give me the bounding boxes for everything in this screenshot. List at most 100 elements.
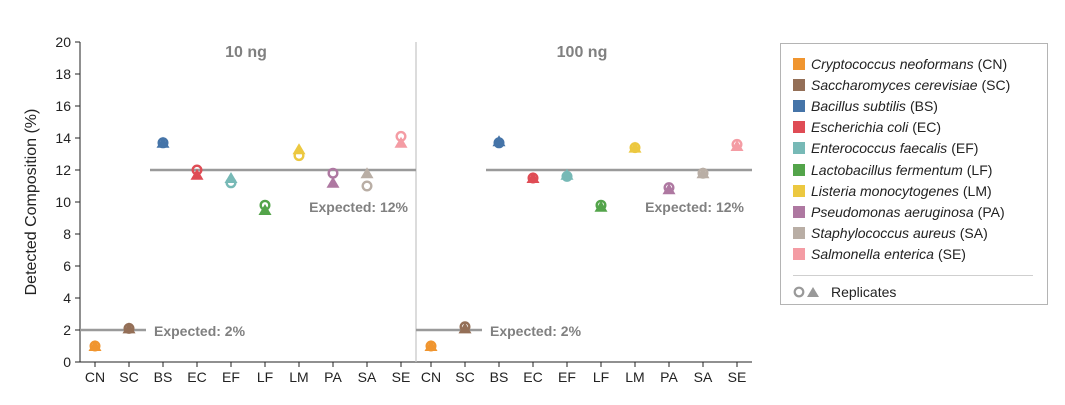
marker-circle (157, 137, 169, 149)
legend-swatch (793, 58, 805, 70)
legend-species-name: Pseudomonas aeruginosa (811, 203, 974, 220)
expected-label: Expected: 2% (154, 323, 246, 339)
legend-species-name: Escherichia coli (811, 119, 909, 136)
x-tick-label: SA (694, 369, 713, 385)
legend-abbreviation: (LM) (962, 182, 992, 199)
legend-swatch (793, 247, 805, 260)
legend-item: Staphylococcus aureus (SA) (793, 223, 988, 243)
legend-abbreviation: (CN) (977, 56, 1008, 72)
expected-label: Expected: 12% (645, 199, 744, 215)
legend-abbreviation: (SA) (959, 224, 988, 241)
legend-swatch (793, 100, 805, 113)
marker-circle (595, 199, 607, 211)
marker-triangle (394, 136, 408, 148)
x-tick-label: CN (421, 369, 441, 385)
x-tick-label: BS (490, 369, 509, 385)
legend-species-name: Cryptococcus neoformans (811, 56, 974, 72)
legend-item: Escherichia coli (EC) (793, 117, 941, 137)
marker-triangle (360, 167, 374, 179)
x-tick-label: CN (85, 369, 105, 385)
marker-circle (663, 182, 675, 194)
y-tick-label: 16 (55, 98, 71, 114)
legend-species-name: Enterococcus faecalis (811, 140, 948, 157)
marker-circle (225, 177, 237, 189)
legend-abbreviation: (EF) (951, 140, 979, 157)
legend-swatch (793, 226, 805, 239)
y-tick-label: 8 (63, 226, 71, 242)
legend-swatch (793, 121, 805, 134)
x-tick-label: EF (222, 369, 240, 385)
x-tick-label: EC (187, 369, 206, 385)
x-tick-label: LF (593, 369, 609, 385)
legend-swatch (793, 163, 805, 176)
panel-title: 10 ng (225, 44, 267, 61)
marker-circle (561, 170, 573, 182)
legend-species-name: Lactobacillus fermentum (811, 161, 963, 178)
legend-species-name: Listeria monocytogenes (811, 182, 959, 199)
marker-triangle (326, 176, 340, 188)
x-tick-label: SA (358, 369, 377, 385)
marker-circle (293, 150, 305, 162)
y-tick-label: 10 (55, 194, 71, 210)
x-tick-label: LM (625, 369, 644, 385)
expected-label: Expected: 2% (490, 323, 582, 339)
legend-item: Cryptococcus neoformans (CN) (793, 54, 1007, 74)
legend-species-name: Staphylococcus aureus (811, 224, 956, 241)
panel-title: 100 ng (557, 44, 608, 61)
marker-circle (89, 340, 101, 352)
x-tick-label: PA (324, 369, 342, 385)
legend-species-name: Bacillus subtilis (811, 98, 906, 115)
legend-item: Salmonella enterica (SE) (793, 244, 966, 264)
x-tick-label: LF (257, 369, 273, 385)
legend-item: Saccharomyces cerevisiae (SC) (793, 75, 1010, 95)
y-axis-label: Detected Composition (%) (23, 109, 40, 296)
legend-species-name: Saccharomyces cerevisiae (811, 77, 978, 94)
x-tick-label: EC (523, 369, 542, 385)
legend-abbreviation: (BS) (909, 98, 938, 115)
legend-swatch (793, 205, 805, 218)
legend-abbreviation: (PA) (977, 203, 1005, 220)
expected-label: Expected: 12% (309, 199, 408, 215)
y-tick-label: 18 (55, 66, 71, 82)
x-tick-label: SC (455, 369, 474, 385)
legend-swatch (793, 79, 805, 92)
marker-circle (425, 340, 437, 352)
x-tick-label: BS (154, 369, 173, 385)
legend-abbreviation: (LF) (966, 161, 993, 178)
marker-circle (697, 167, 709, 179)
x-tick-label: LM (289, 369, 308, 385)
x-tick-label: EF (558, 369, 576, 385)
y-tick-label: 0 (63, 354, 71, 370)
marker-circle (361, 180, 373, 192)
x-tick-label: SE (392, 369, 411, 385)
marker-circle (123, 322, 135, 334)
legend-abbreviation: (SC) (981, 77, 1011, 94)
legend-abbreviation: (SE) (937, 245, 966, 262)
legend: Cryptococcus neoformans (CN) Saccharomyces… (780, 43, 1048, 305)
x-tick-label: SE (728, 369, 747, 385)
y-tick-label: 2 (63, 322, 71, 338)
x-tick-label: PA (660, 369, 678, 385)
legend-item: Lactobacillus fermentum (LF) (793, 160, 992, 180)
marker-circle (259, 199, 271, 211)
y-tick-label: 6 (63, 258, 71, 274)
legend-item: Listeria monocytogenes (LM) (793, 181, 992, 201)
legend-abbreviation: (EC) (912, 119, 942, 136)
marker-circle (459, 321, 471, 333)
marker-circle (395, 130, 407, 142)
legend-item: Bacillus subtilis (BS) (793, 96, 938, 116)
legend-divider (793, 275, 1033, 276)
legend-replicates: Replicates (793, 282, 896, 302)
legend-swatch (793, 142, 805, 155)
legend-item: Pseudomonas aeruginosa (PA) (793, 202, 1005, 222)
x-tick-label: SC (119, 369, 138, 385)
y-tick-label: 12 (55, 162, 71, 178)
marker-circle (191, 164, 203, 176)
y-tick-label: 14 (55, 130, 71, 146)
replicate-markers-icon (793, 286, 819, 298)
y-tick-label: 4 (63, 290, 71, 306)
marker-circle (493, 137, 505, 149)
marker-circle (731, 138, 743, 150)
marker-circle (629, 142, 641, 154)
